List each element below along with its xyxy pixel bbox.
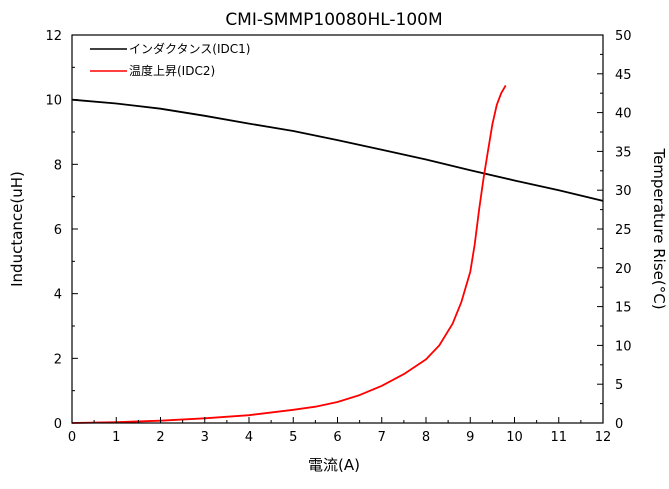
x-tick-label: 9 — [466, 430, 474, 445]
y-tick-label: 2 — [54, 352, 62, 367]
x-tick-label: 7 — [378, 430, 386, 445]
x-tick-label: 6 — [333, 430, 341, 445]
x-tick-label: 10 — [506, 430, 523, 445]
x-tick-label: 2 — [156, 430, 164, 445]
y2-tick-label: 30 — [615, 184, 632, 199]
x-tick-label: 5 — [289, 430, 297, 445]
legend-label-inductance: インダクタンス(IDC1) — [129, 41, 250, 56]
x-tick-label: 8 — [422, 430, 430, 445]
y2-tick-label: 0 — [615, 417, 623, 432]
legend: インダクタンス(IDC1) 温度上昇(IDC2) — [90, 41, 250, 78]
x-tick-label: 0 — [68, 430, 76, 445]
y2-tick-label: 20 — [615, 262, 632, 277]
series-layer — [71, 84, 604, 424]
y-tick-label: 8 — [54, 158, 62, 173]
x-tick-label: 1 — [112, 430, 120, 445]
series-line-inductance — [71, 98, 604, 202]
x-tick-label: 4 — [245, 430, 253, 445]
y2-tick-label: 35 — [615, 145, 632, 160]
x-tick-label: 12 — [595, 430, 612, 445]
x-axis-label: 電流(A) — [308, 456, 360, 474]
ticks-layer: 0 1 2 3 4 5 6 7 8 9 10 11 12024681012051015202530354… — [45, 29, 631, 445]
y2-tick-label: 40 — [615, 107, 632, 122]
plot-frame — [71, 34, 604, 424]
y2-tick-label: 45 — [615, 68, 632, 83]
y-tick-label: 10 — [45, 94, 62, 109]
y-tick-label: 0 — [54, 417, 62, 432]
series-line-temperature — [71, 84, 507, 424]
y2-tick-label: 15 — [615, 301, 632, 316]
y-tick-label: 12 — [45, 29, 62, 44]
y-tick-label: 6 — [54, 223, 62, 238]
x-tick-label: 3 — [201, 430, 209, 445]
y2-tick-label: 25 — [615, 223, 632, 238]
legend-label-temperature: 温度上昇(IDC2) — [129, 63, 215, 78]
y2-tick-label: 10 — [615, 339, 632, 354]
x-tick-label: 11 — [550, 430, 567, 445]
y2-axis-label: Temperature Rise(°C) — [650, 147, 668, 309]
y2-tick-label: 50 — [615, 29, 632, 44]
y-tick-label: 4 — [54, 288, 62, 303]
y2-tick-label: 5 — [615, 378, 623, 393]
y-axis-label: Inductance(uH) — [8, 171, 26, 287]
chart-title: CMI-SMMP10080HL-100M — [225, 10, 442, 30]
